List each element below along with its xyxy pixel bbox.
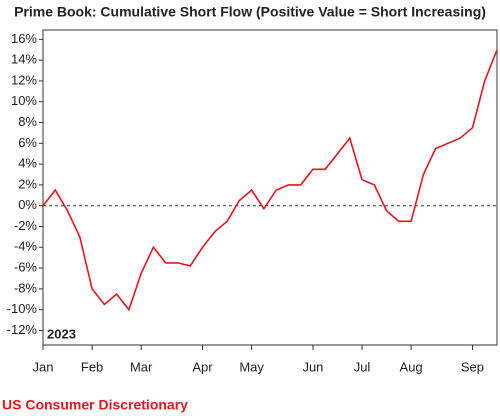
y-tick-label: -2% [14,218,38,233]
x-tick-label: Apr [192,359,213,374]
y-tick-label: 10% [11,93,37,108]
x-tick-label: Feb [81,359,103,374]
x-tick-label: Jun [302,359,323,374]
y-tick-label: -12% [7,322,38,337]
x-tick-label: Jul [354,359,371,374]
x-tick-label: Sep [461,359,484,374]
year-label: 2023 [47,326,76,341]
x-tick-label: Jan [33,359,54,374]
y-tick-label: -8% [14,280,38,295]
x-tick-label: May [239,359,264,374]
y-tick-label: 2% [18,176,37,191]
y-tick-label: -6% [14,260,38,275]
y-tick-label: 12% [11,72,37,87]
y-tick-label: -10% [7,301,38,316]
y-tick-label: 4% [18,156,37,171]
y-tick-label: 8% [18,114,37,129]
y-tick-label: -4% [14,239,38,254]
y-tick-label: 14% [11,52,37,67]
y-tick-label: 16% [11,31,37,46]
y-tick-label: 0% [18,197,37,212]
x-tick-label: Mar [130,359,153,374]
x-tick-label: Aug [400,359,423,374]
series-line [42,49,498,312]
chart-title: Prime Book: Cumulative Short Flow (Posit… [14,4,486,20]
plot-frame [42,29,498,346]
y-tick-label: 6% [18,135,37,150]
footer: US Consumer Discretionary [2,397,188,413]
